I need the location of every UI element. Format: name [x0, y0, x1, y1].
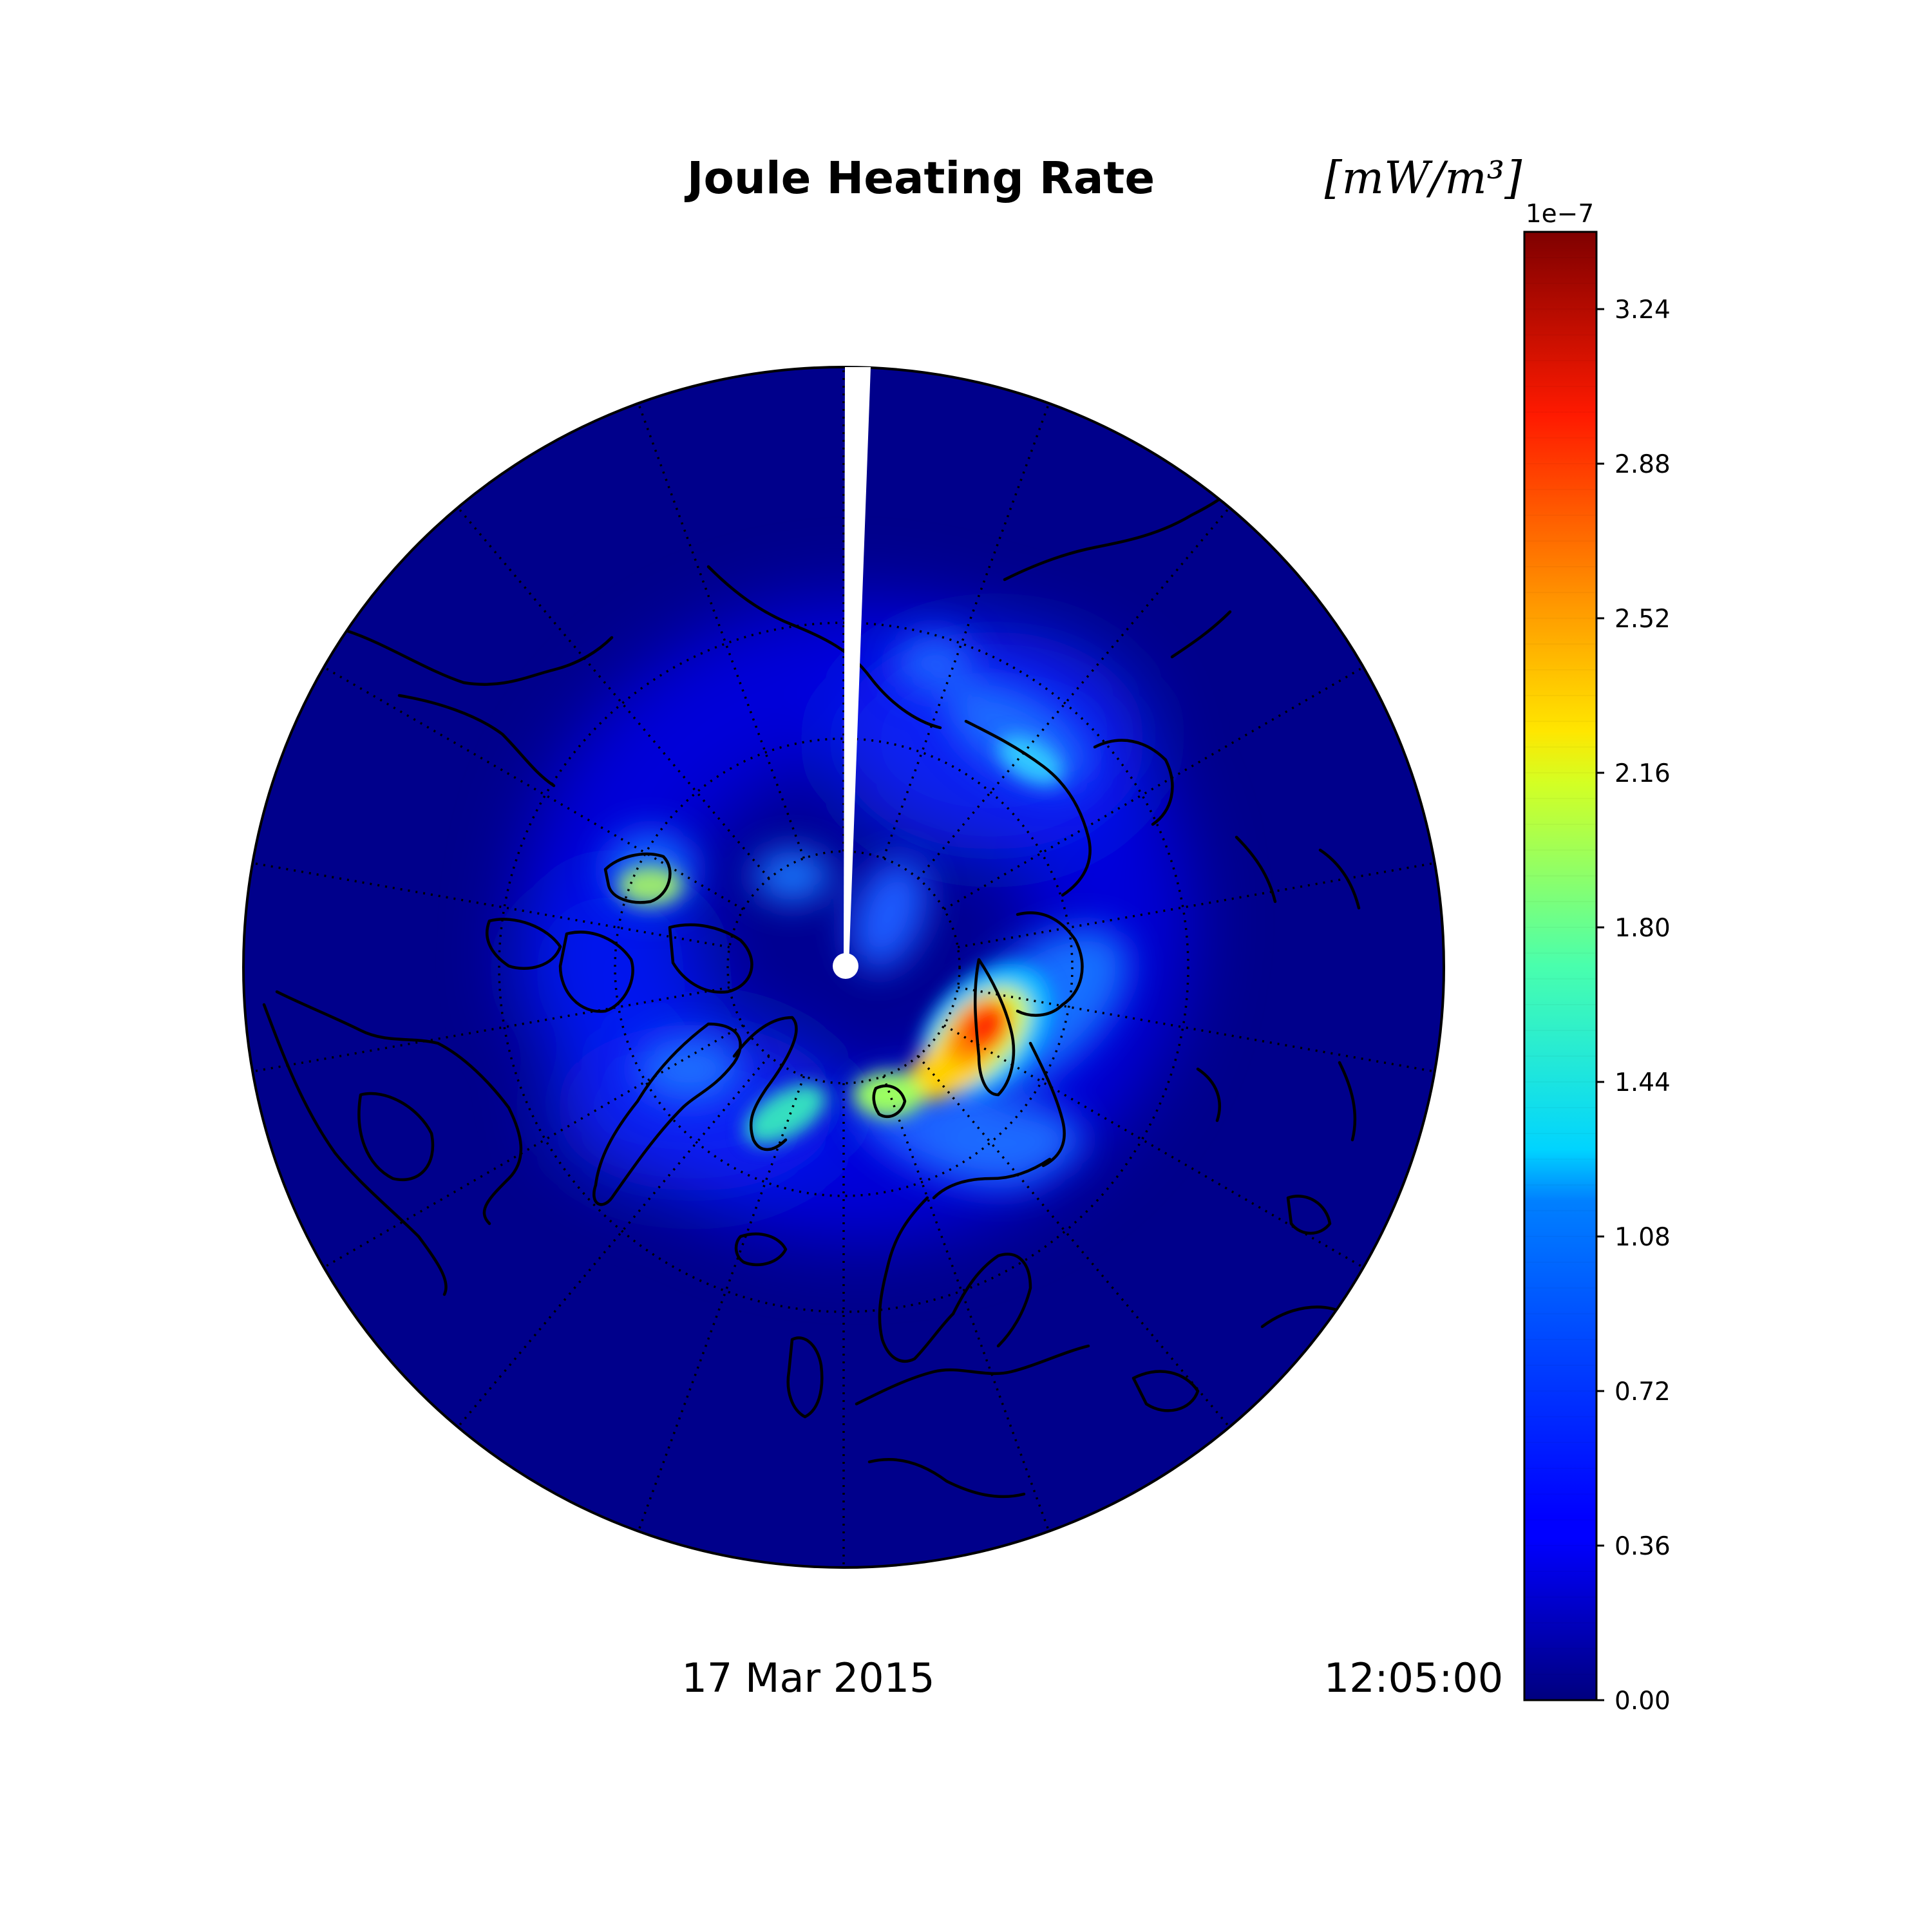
meridian-line — [957, 986, 1435, 1073]
latitude-gridlines — [498, 621, 1189, 1313]
units-label: [mW/m³] — [1325, 153, 1522, 204]
data-gap-wedge — [844, 367, 871, 966]
colorbar-bands — [1524, 257, 1596, 1675]
meridian-line — [957, 862, 1435, 949]
meridian-line — [323, 1024, 744, 1269]
colorbar-tick-label: 1.08 — [1615, 1223, 1671, 1252]
polar-map — [242, 366, 1445, 1569]
meridian-line — [917, 1055, 1231, 1428]
colorbar-tick-label: 2.88 — [1615, 450, 1671, 479]
colorbar-tick-label: 2.16 — [1615, 759, 1671, 788]
colorbar-tick-label: 1.80 — [1615, 914, 1671, 943]
chart-title: Joule Heating Rate — [685, 153, 1155, 204]
colorbar-tick-label: 0.36 — [1615, 1532, 1671, 1561]
colorbar: 1e−7 0.00 0.36 0.72 1.08 1.44 1.80 2.16 2.52 2.8… — [1523, 200, 1671, 1716]
colorbar-ticks: 0.00 0.36 0.72 1.08 1.44 1.80 2.16 2.52 2.88 3.24 — [1596, 296, 1671, 1716]
longitude-gridlines — [252, 367, 1435, 1567]
meridian-line — [917, 506, 1231, 880]
colorbar-tick-label: 0.72 — [1615, 1378, 1671, 1406]
time-label: 12:05:00 — [1324, 1654, 1503, 1701]
meridian-line — [457, 506, 770, 880]
meridian-line — [252, 986, 730, 1073]
colorbar-frame — [1523, 231, 1598, 1701]
pole-marker — [833, 953, 858, 979]
meridian-line — [323, 666, 744, 911]
colorbar-multiplier: 1e−7 — [1526, 200, 1594, 229]
colorbar-tick-label: 3.24 — [1615, 296, 1671, 325]
meridian-line — [882, 1075, 1050, 1532]
colorbar-gradient — [1524, 232, 1596, 1700]
meridian-line — [943, 666, 1365, 911]
map-boundary — [242, 366, 1445, 1569]
date-label: 17 Mar 2015 — [681, 1654, 934, 1701]
meridian-line — [882, 402, 1050, 859]
colorbar-tick-label: 0.00 — [1615, 1687, 1671, 1716]
colorbar-tick-label: 2.52 — [1615, 605, 1671, 634]
meridian-line — [457, 1055, 770, 1428]
meridian-line — [637, 402, 806, 859]
meridian-line — [637, 1075, 806, 1532]
colorbar-tick-label: 1.44 — [1615, 1068, 1671, 1097]
meridian-line — [252, 862, 730, 949]
